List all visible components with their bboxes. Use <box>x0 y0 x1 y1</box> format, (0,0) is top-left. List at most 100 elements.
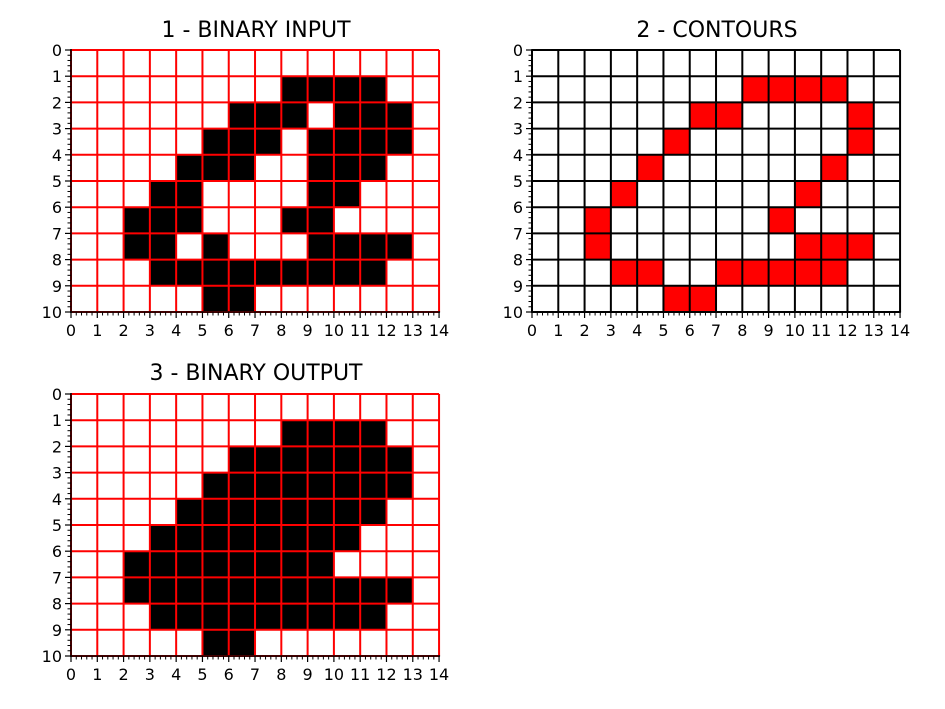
panel-title: 1 - BINARY INPUT <box>161 18 351 43</box>
grid-cell <box>281 420 308 447</box>
y-tick-label: 7 <box>513 224 523 243</box>
grid-cell <box>637 259 664 286</box>
grid-cell <box>149 233 177 260</box>
grid-cell <box>228 498 256 525</box>
grid-cell <box>307 551 334 578</box>
grid-cell <box>386 446 413 473</box>
grid-cell <box>847 233 874 260</box>
grid-cell <box>281 259 308 286</box>
grid-cell <box>307 525 334 552</box>
grid-cell <box>333 420 361 447</box>
grid-cell <box>202 233 229 260</box>
grid-cell <box>307 472 334 499</box>
grid-cell <box>333 233 361 260</box>
y-tick-label: 3 <box>52 464 62 483</box>
x-tick-label: 6 <box>224 321 234 340</box>
grid-cell <box>386 472 413 499</box>
grid-cell <box>360 472 387 499</box>
panel-binary-output: 3 - BINARY OUTPUT 0 1 2 3 4 5 6 7 8 9 10 11 12 13 1401… <box>42 361 450 684</box>
panel-binary-input: 1 - BINARY INPUT 0 1 2 3 4 5 6 7 8 9 10 11 12 13 14012… <box>42 18 450 340</box>
grid-cell <box>281 102 308 129</box>
grid-cell <box>149 551 177 578</box>
y-tick-label: 3 <box>513 120 523 139</box>
grid-cell <box>663 128 690 155</box>
grid-cell <box>281 76 308 103</box>
grid-cell <box>333 446 361 473</box>
grid-cell <box>176 259 203 286</box>
grid-cell <box>149 181 177 208</box>
grid-cell <box>794 259 822 286</box>
x-tick-label: 6 <box>685 321 695 340</box>
x-tick-label: 10 <box>785 321 805 340</box>
grid-cell <box>821 259 848 286</box>
panel-title: 2 - CONTOURS <box>636 18 797 43</box>
x-tick-label: 12 <box>376 665 396 684</box>
grid-cell <box>281 498 308 525</box>
grid-cell <box>716 102 743 129</box>
x-tick-label: 10 <box>324 321 344 340</box>
grid-cell <box>202 629 229 656</box>
grid-cell <box>307 446 334 473</box>
grid-cell <box>307 181 334 208</box>
grid-cell <box>360 420 387 447</box>
grid-cell <box>202 525 229 552</box>
y-tick-label: 1 <box>52 67 62 86</box>
y-tick-label: 6 <box>513 198 523 217</box>
grid-cell <box>689 285 717 312</box>
grid-cell <box>307 233 334 260</box>
grid-cell <box>794 76 822 103</box>
grid-cell <box>307 76 334 103</box>
grid-cell <box>360 154 387 181</box>
y-tick-label: 10 <box>503 303 523 322</box>
grid-cell <box>228 128 256 155</box>
grid-cell <box>307 420 334 447</box>
grid-cell <box>202 259 229 286</box>
grid-cell <box>307 128 334 155</box>
y-tick-label: 5 <box>52 172 62 191</box>
x-tick-label: 4 <box>171 321 181 340</box>
grid-cell <box>228 285 256 312</box>
grid-cell <box>202 551 229 578</box>
y-tick-label: 6 <box>52 198 62 217</box>
grid-cell <box>333 181 361 208</box>
grid-cell <box>716 259 743 286</box>
grid-cell <box>307 207 334 234</box>
grid-cell <box>176 525 203 552</box>
y-tick-label: 7 <box>52 224 62 243</box>
y-tick-label: 2 <box>513 93 523 112</box>
grid-cell <box>228 259 256 286</box>
grid-cell <box>333 577 361 604</box>
grid-cell <box>360 603 387 630</box>
x-tick-label: 11 <box>811 321 831 340</box>
grid-cell <box>333 472 361 499</box>
grid-cell <box>149 525 177 552</box>
x-tick-label: 1 <box>92 321 102 340</box>
x-tick-label: 11 <box>350 321 370 340</box>
y-tick-label: 0 <box>52 385 62 404</box>
x-tick-label: 9 <box>303 321 313 340</box>
panel-title: 3 - BINARY OUTPUT <box>150 361 364 386</box>
x-tick-label: 4 <box>171 665 181 684</box>
x-tick-label: 7 <box>711 321 721 340</box>
grid-cell <box>307 498 334 525</box>
grid-cell <box>176 498 203 525</box>
grid-cell <box>307 603 334 630</box>
grid-cell <box>202 128 229 155</box>
grid-cell <box>821 76 848 103</box>
y-tick-label: 9 <box>513 277 523 296</box>
x-tick-label: 11 <box>350 665 370 684</box>
x-tick-label: 6 <box>224 665 234 684</box>
grid-cell <box>386 233 413 260</box>
grid-cell <box>360 102 387 129</box>
x-tick-label: 5 <box>658 321 668 340</box>
grid-cell <box>255 577 282 604</box>
x-tick-label: 1 <box>92 665 102 684</box>
grid-cell <box>255 525 282 552</box>
x-tick-label: 2 <box>579 321 589 340</box>
y-tick-label: 10 <box>42 647 62 666</box>
grid-cell <box>386 102 413 129</box>
grid-cell <box>228 472 256 499</box>
y-tick-label: 3 <box>52 120 62 139</box>
grid-cell <box>176 181 203 208</box>
x-tick-label: 0 <box>66 665 76 684</box>
